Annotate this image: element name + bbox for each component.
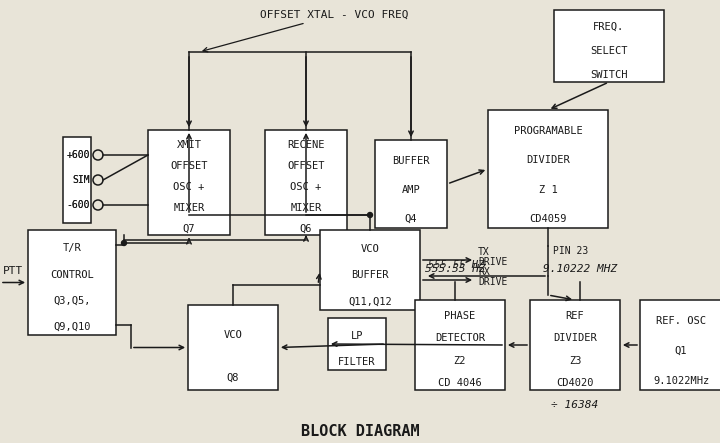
Text: Q3,Q5,: Q3,Q5, [53,296,91,306]
Text: FILTER: FILTER [338,357,376,367]
Text: 9.1022MHz: 9.1022MHz [653,376,709,386]
Bar [530,300,620,390]
Bar [415,300,505,390]
Bar [328,318,386,370]
Text: 555.55 HZ: 555.55 HZ [428,260,485,270]
Text: Q8: Q8 [227,372,239,382]
Bar [188,305,278,390]
Text: Q4: Q4 [405,214,418,224]
Circle shape [122,241,127,245]
Text: Z3: Z3 [569,356,581,366]
Text: CD4059: CD4059 [529,214,567,224]
Text: RX: RX [478,267,490,277]
Text: SELECT: SELECT [590,46,628,56]
Text: LP: LP [351,331,364,341]
Text: PROGRAMABLE: PROGRAMABLE [513,126,582,136]
Text: DIVIDER: DIVIDER [553,333,597,343]
Text: REF. OSC: REF. OSC [656,316,706,326]
Bar [63,137,91,223]
Text: BUFFER: BUFFER [351,270,389,280]
Text: Q9,Q10: Q9,Q10 [53,322,91,332]
Text: SIM: SIM [73,175,90,185]
Text: SIM: SIM [73,175,90,185]
Bar [488,110,608,228]
Text: SWITCH: SWITCH [590,70,628,80]
Text: REF: REF [566,311,585,321]
Text: Q1: Q1 [675,346,688,356]
Text: Z 1: Z 1 [539,185,557,194]
Text: OSC +: OSC + [174,182,204,192]
Text: MIXER: MIXER [174,203,204,213]
Text: DRIVE: DRIVE [478,277,508,287]
Text: MIXER: MIXER [290,203,322,213]
Text: DRIVE: DRIVE [478,257,508,267]
Text: ÷ 16384: ÷ 16384 [552,400,598,410]
Text: VCO: VCO [224,330,243,340]
Text: VCO: VCO [361,244,379,254]
Text: Q11,Q12: Q11,Q12 [348,297,392,307]
Text: 555.55 HZ: 555.55 HZ [425,264,485,274]
Text: BUFFER: BUFFER [392,155,430,166]
Circle shape [367,213,372,218]
Bar [375,140,447,228]
Text: OFFSET XTAL - VCO FREQ: OFFSET XTAL - VCO FREQ [203,10,408,52]
Text: CD 4046: CD 4046 [438,378,482,388]
Text: -600: -600 [66,200,90,210]
Text: DETECTOR: DETECTOR [435,333,485,343]
Bar [320,230,420,310]
Bar [640,300,720,390]
Text: AMP: AMP [402,185,420,195]
Text: CONTROL: CONTROL [50,270,94,280]
Text: Z2: Z2 [454,356,467,366]
Text: PTT: PTT [3,267,23,276]
Text: +600: +600 [66,150,90,160]
Text: OFFSET: OFFSET [287,161,325,171]
Text: DIVIDER: DIVIDER [526,155,570,165]
Text: OFFSET: OFFSET [170,161,208,171]
Text: +600: +600 [66,150,90,160]
Text: PIN 23: PIN 23 [553,246,588,256]
Text: Q7: Q7 [183,224,195,234]
Text: RECENE: RECENE [287,140,325,150]
Text: CD4020: CD4020 [557,378,594,388]
Bar [148,130,230,235]
Text: FREQ.: FREQ. [593,22,625,32]
Bar [265,130,347,235]
Text: T/R: T/R [63,243,81,253]
Text: 9.10222 MHZ: 9.10222 MHZ [543,264,617,274]
Text: -600: -600 [66,200,90,210]
Text: Q6: Q6 [300,224,312,234]
Text: OSC +: OSC + [290,182,322,192]
Text: TX: TX [478,247,490,257]
Text: PHASE: PHASE [444,311,476,321]
Text: BLOCK DIAGRAM: BLOCK DIAGRAM [301,424,419,439]
Text: XMIT: XMIT [176,140,202,150]
Bar [28,230,116,335]
Bar [554,10,664,82]
